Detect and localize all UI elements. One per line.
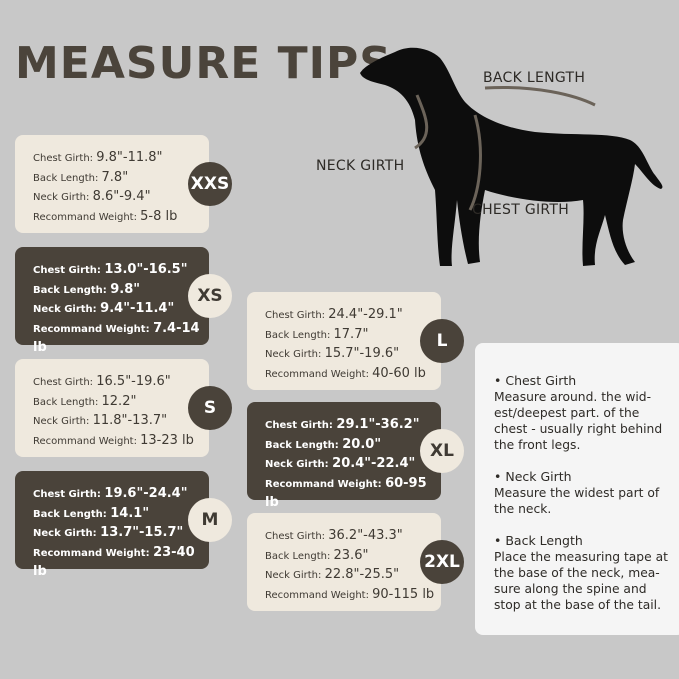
weight-value: 60-95 lb: [265, 475, 427, 511]
chest-label: Chest Girth:: [265, 310, 326, 321]
chest-value: 36.2"-43.3": [328, 528, 403, 543]
size-card-s: Chest Girth: 16.5"-19.6" Back Length: 12…: [15, 359, 209, 457]
size-badge: L: [420, 319, 464, 363]
size-badge: XXS: [188, 162, 232, 206]
size-card-xxs: Chest Girth: 9.8"-11.8" Back Length: 7.8…: [15, 135, 209, 233]
back-label: Back Length:: [265, 550, 331, 562]
chest-label: Chest Girth:: [33, 377, 94, 388]
weight-value: 40-60 lb: [372, 365, 426, 381]
neck-label: Neck Girth:: [33, 416, 90, 427]
measure-instructions-panel: • Chest Girth Measure around. the wid-es…: [475, 343, 679, 635]
chest-value: 13.0"-16.5": [104, 262, 188, 277]
tip-heading: • Back Length: [494, 533, 583, 548]
chest-value: 24.4"-29.1": [328, 307, 403, 322]
neck-value: 13.7"-15.7": [100, 525, 184, 540]
tip-heading: • Neck Girth: [494, 469, 572, 484]
weight-label: Recommand Weight:: [265, 478, 382, 490]
back-value: 23.6": [333, 547, 369, 563]
neck-label: Neck Girth:: [265, 570, 322, 581]
back-label: Back Length:: [33, 396, 99, 408]
back-label: Back Length:: [33, 172, 99, 184]
tip-text: Measure the widest part of the neck.: [494, 486, 660, 516]
back-length-label: BACK LENGTH: [483, 70, 586, 86]
weight-value: 23-40 lb: [33, 544, 195, 580]
weight-label: Recommand Weight:: [33, 211, 137, 223]
weight-value: 13-23 lb: [140, 432, 194, 448]
chest-value: 29.1"-36.2": [336, 417, 420, 432]
chest-label: Chest Girth:: [265, 531, 326, 542]
tip-text: Place the measuring tape at the base of …: [494, 550, 668, 612]
weight-value: 5-8 lb: [140, 208, 178, 224]
chest-label: Chest Girth:: [33, 489, 101, 500]
back-label: Back Length:: [33, 284, 107, 296]
back-value: 9.8": [110, 281, 141, 297]
back-value: 20.0": [342, 436, 382, 452]
neck-value: 15.7"-19.6": [324, 346, 400, 361]
tip-text: Measure around. the wid-est/deepest part…: [494, 390, 663, 452]
size-card-m: Chest Girth: 19.6"-24.4" Back Length: 14…: [15, 471, 209, 579]
neck-girth-label: NECK GIRTH: [316, 158, 405, 174]
weight-label: Recommand Weight:: [33, 323, 150, 335]
tip-heading: • Chest Girth: [494, 373, 577, 388]
back-value: 17.7": [333, 326, 369, 342]
weight-value: 90-115 lb: [372, 586, 435, 602]
chest-label: Chest Girth:: [265, 420, 333, 431]
back-label: Back Length:: [265, 439, 339, 451]
size-badge: S: [188, 386, 232, 430]
weight-label: Recommand Weight:: [265, 368, 369, 380]
dog-silhouette-icon: [360, 47, 663, 266]
neck-value: 22.8"-25.5": [324, 567, 400, 582]
neck-label: Neck Girth:: [265, 459, 329, 470]
neck-value: 8.6"-9.4": [92, 189, 151, 204]
neck-value: 9.4"-11.4": [100, 301, 175, 316]
chest-value: 9.8"-11.8": [96, 150, 163, 165]
weight-label: Recommand Weight:: [33, 435, 137, 447]
size-badge: 2XL: [420, 540, 464, 584]
weight-label: Recommand Weight:: [33, 547, 150, 559]
back-label: Back Length:: [265, 329, 331, 341]
page-title: MEASURE TIPS: [15, 38, 392, 89]
neck-value: 11.8"-13.7": [92, 413, 168, 428]
size-badge: M: [188, 498, 232, 542]
size-card-2xl: Chest Girth: 36.2"-43.3" Back Length: 23…: [247, 513, 441, 611]
back-label: Back Length:: [33, 508, 107, 520]
chest-girth-label: CHEST GIRTH: [472, 202, 570, 218]
back-value: 7.8": [101, 169, 129, 185]
back-value: 14.1": [110, 505, 150, 521]
size-card-xl: Chest Girth: 29.1"-36.2" Back Length: 20…: [247, 402, 441, 510]
size-card-l: Chest Girth: 24.4"-29.1" Back Length: 17…: [247, 292, 441, 390]
neck-label: Neck Girth:: [33, 192, 90, 203]
chest-value: 19.6"-24.4": [104, 486, 188, 501]
back-value: 12.2": [101, 393, 137, 409]
chest-label: Chest Girth:: [33, 265, 101, 276]
weight-value: 7.4-14 lb: [33, 320, 200, 356]
chest-value: 16.5"-19.6": [96, 374, 171, 389]
neck-label: Neck Girth:: [33, 304, 97, 315]
chest-label: Chest Girth:: [33, 153, 94, 164]
size-badge: XL: [420, 429, 464, 473]
neck-label: Neck Girth:: [265, 349, 322, 360]
size-badge: XS: [188, 274, 232, 318]
size-card-xs: Chest Girth: 13.0"-16.5" Back Length: 9.…: [15, 247, 209, 355]
neck-label: Neck Girth:: [33, 528, 97, 539]
neck-value: 20.4"-22.4": [332, 456, 416, 471]
weight-label: Recommand Weight:: [265, 589, 369, 601]
